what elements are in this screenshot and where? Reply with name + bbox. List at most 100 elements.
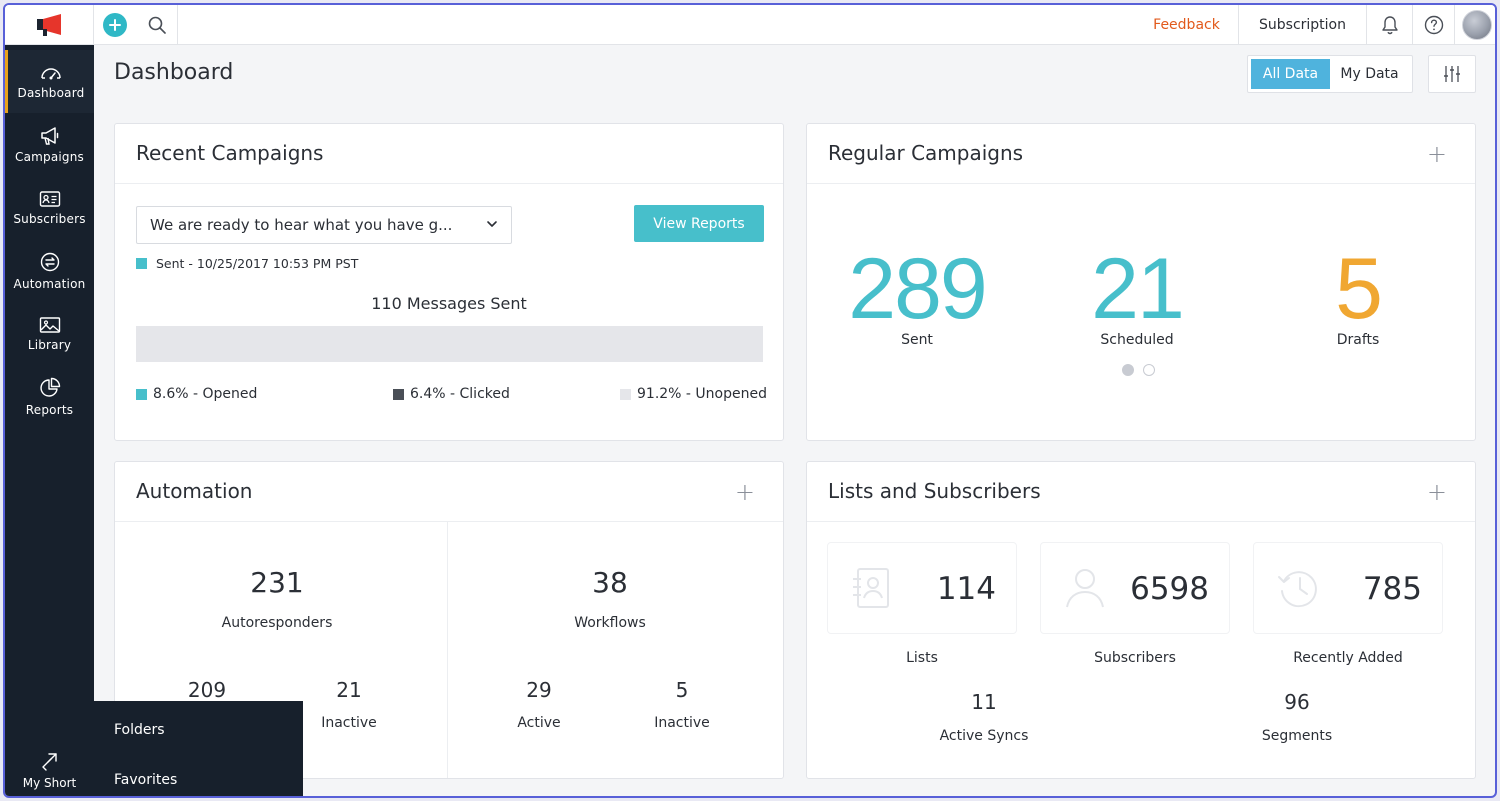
scheduled-label: Scheduled [1100, 332, 1174, 348]
quick-add-button[interactable] [94, 5, 136, 45]
contact-card-icon [39, 190, 60, 207]
sidebar-item-campaigns[interactable]: Campaigns [5, 113, 94, 176]
card-title: Recent Campaigns [136, 141, 324, 165]
workflows-label: Workflows [574, 615, 646, 631]
avatar [1462, 10, 1492, 40]
recent-campaigns-card: Recent Campaigns We are ready to hear wh… [114, 123, 784, 441]
carousel-dot[interactable] [1122, 364, 1134, 376]
megaphone-icon [40, 126, 58, 145]
speedometer-icon [41, 67, 61, 79]
lists-subscribers-card: Lists and Subscribers + 114 Lists 6598 S… [806, 461, 1476, 779]
sidebar-item-label: Dashboard [17, 85, 85, 100]
sidebar-item-automation[interactable]: Automation [5, 239, 94, 302]
unopened-segment [136, 326, 763, 362]
shortcut-folders[interactable]: Folders [114, 722, 165, 738]
sent-timestamp: Sent - 10/25/2017 10:53 PM PST [156, 256, 359, 271]
regular-campaigns-card: Regular Campaigns + 289 Sent 21 Schedule… [806, 123, 1476, 441]
bell-icon [1381, 16, 1398, 35]
notifications-button[interactable] [1367, 5, 1413, 45]
shortcut-favorites[interactable]: Favorites [114, 772, 178, 788]
autoresponders-active-count[interactable]: 209 [187, 678, 227, 702]
carousel-dot[interactable] [1143, 364, 1155, 376]
search-button[interactable] [136, 5, 178, 45]
card-header: Regular Campaigns + [807, 124, 1475, 184]
campaign-select[interactable]: We are ready to hear what you have g... [136, 206, 512, 244]
sidebar-item-label: Reports [25, 402, 74, 417]
workflows-inactive-count[interactable]: 5 [675, 678, 689, 702]
sidebar-item-label: Automation [13, 276, 86, 291]
engagement-bar [136, 326, 763, 362]
legend-label: 8.6% - Opened [153, 386, 258, 402]
subscription-link[interactable]: Subscription [1239, 5, 1367, 45]
legend-swatch [620, 388, 631, 400]
view-reports-button[interactable]: View Reports [634, 205, 764, 242]
autoresponders-inactive-count[interactable]: 21 [336, 678, 362, 702]
active-syncs-label: Active Syncs [939, 728, 1029, 744]
top-bar: Feedback Subscription [5, 5, 1495, 45]
shortcut-icon [41, 753, 57, 771]
history-icon [1278, 571, 1317, 608]
sidebar-item-dashboard[interactable]: Dashboard [5, 50, 94, 113]
segments-count[interactable]: 96 [1284, 690, 1310, 714]
autoresponders-inactive-label: Inactive [321, 715, 377, 731]
autoresponders-label: Autoresponders [221, 615, 333, 631]
carousel-dots [1122, 364, 1155, 376]
sent-count[interactable]: 289 [848, 241, 988, 337]
sidebar-item-label: My Short [22, 776, 77, 790]
card-header: Automation + [115, 462, 783, 522]
active-syncs-count[interactable]: 11 [971, 690, 997, 714]
legend-opened: 8.6% - Opened [136, 386, 257, 402]
add-list-button[interactable]: + [1426, 478, 1447, 506]
my-data-tab[interactable]: My Data [1340, 66, 1399, 82]
lists-count: 114 [936, 571, 996, 607]
status-swatch [136, 258, 147, 269]
all-data-tab[interactable]: All Data [1251, 59, 1330, 89]
sidebar-item-reports[interactable]: Reports [5, 365, 94, 428]
recently-added-count: 785 [1362, 571, 1422, 607]
legend-swatch [136, 388, 147, 400]
card-title: Lists and Subscribers [828, 479, 1041, 503]
messages-sent: 110 Messages Sent [371, 294, 527, 313]
add-campaign-button[interactable]: + [1426, 140, 1447, 168]
subscribers-count: 6598 [1130, 571, 1209, 607]
sent-label: Sent [901, 332, 933, 348]
workflows-count[interactable]: 38 [592, 566, 628, 599]
recently-added-stat[interactable]: 785 [1253, 542, 1443, 634]
subscribers-label: Subscribers [1094, 650, 1176, 666]
campaign-select-value: We are ready to hear what you have g... [150, 216, 453, 234]
drafts-count[interactable]: 5 [1335, 241, 1383, 337]
sidebar-item-label: Subscribers [13, 211, 86, 226]
sidebar-item-my-shortcuts[interactable]: My Short [5, 740, 94, 796]
legend-label: 6.4% - Clicked [410, 386, 510, 402]
search-icon [148, 16, 166, 34]
app-logo[interactable] [5, 5, 94, 45]
data-scope-toggle: All Data My Data [1247, 55, 1413, 93]
add-automation-button[interactable]: + [734, 478, 755, 506]
scheduled-count[interactable]: 21 [1091, 241, 1185, 337]
chevron-down-icon [487, 221, 497, 227]
subscribers-stat[interactable]: 6598 [1040, 542, 1230, 634]
workflows-active-label: Active [517, 715, 561, 731]
help-button[interactable] [1413, 5, 1455, 45]
card-title: Regular Campaigns [828, 141, 1024, 165]
lists-stat[interactable]: 114 [827, 542, 1017, 634]
autoresponders-count[interactable]: 231 [250, 566, 304, 599]
sidebar-item-label: Library [27, 337, 72, 352]
person-icon [1066, 569, 1104, 608]
sidebar-item-subscribers[interactable]: Subscribers [5, 176, 94, 239]
legend-swatch [393, 388, 404, 400]
card-header: Lists and Subscribers + [807, 462, 1475, 522]
workflows-active-count[interactable]: 29 [526, 678, 552, 702]
legend-label: 91.2% - Unopened [637, 386, 767, 402]
lists-label: Lists [906, 650, 938, 666]
sidebar-item-label: Campaigns [14, 149, 84, 164]
sidebar-item-library[interactable]: Library [5, 302, 94, 365]
campaign-status: Sent - 10/25/2017 10:53 PM PST [136, 256, 358, 271]
automation-icon [40, 252, 59, 271]
feedback-link[interactable]: Feedback [1135, 5, 1239, 45]
shortcuts-flyout: Folders Favorites [94, 701, 303, 796]
user-menu[interactable] [1455, 5, 1495, 45]
help-icon [1424, 15, 1443, 35]
card-title: Automation [136, 479, 253, 503]
customize-button[interactable] [1428, 55, 1476, 93]
